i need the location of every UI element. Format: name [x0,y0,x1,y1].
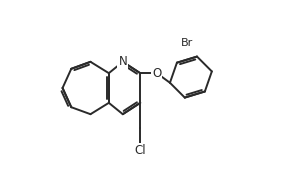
Text: Br: Br [181,38,193,48]
Text: O: O [152,67,162,80]
Text: Cl: Cl [134,144,146,157]
Text: N: N [118,55,127,68]
